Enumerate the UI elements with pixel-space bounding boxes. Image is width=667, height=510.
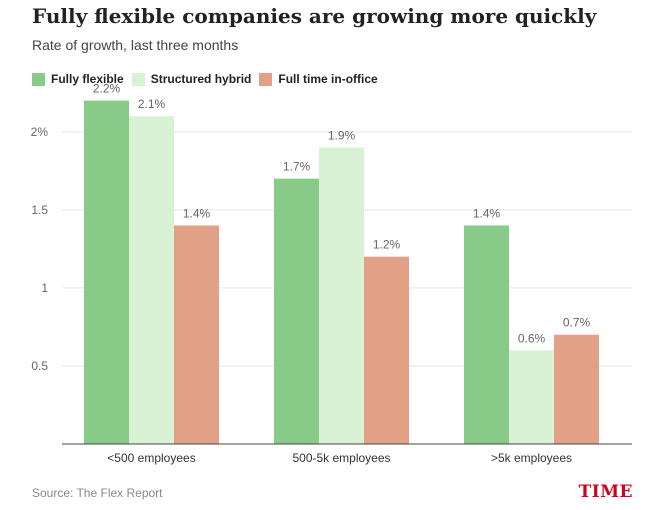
legend-swatch-fully-flexible [32,72,45,86]
data-label: 2.2% [93,82,121,96]
bar [129,116,174,444]
x-tick-label: <500 employees [107,451,195,465]
legend-swatch-full-time-in-office [259,72,273,86]
data-label: 1.7% [283,160,311,174]
source-note: Source: The Flex Report [32,486,163,500]
bar [174,225,219,444]
x-tick-label: >5k employees [491,451,572,465]
bar [509,350,554,444]
legend: Fully flexible Structured hybrid Full ti… [32,72,386,86]
bar [554,334,599,444]
legend-item-full-time-in-office: Full time in-office [259,72,378,86]
legend-swatch-structured-hybrid [131,72,145,86]
bar [319,147,364,444]
data-label: 0.6% [518,331,546,345]
bar [274,178,319,445]
bar [84,100,129,444]
y-tick-label: 1.5 [31,203,48,217]
legend-label-full-time-in-office: Full time in-office [278,72,378,86]
y-tick-label: 0.5 [31,359,48,373]
data-label: 1.4% [473,206,501,220]
chart-title: Fully flexible companies are growing mor… [32,4,597,28]
brand-logo: TIME [578,482,633,502]
legend-item-structured-hybrid: Structured hybrid [131,72,252,86]
legend-label-fully-flexible: Fully flexible [51,72,124,86]
bar-chart: 0.5 1 1.5 2% 2.2% 2.1% 1.4% <500 employees 1.7% 1… [31,82,632,465]
chart-subtitle: Rate of growth, last three months [32,37,239,53]
data-label: 2.1% [138,97,166,111]
data-label: 0.7% [563,316,591,330]
data-label: 1.4% [183,206,211,220]
data-label: 1.2% [373,238,401,252]
bar [364,256,409,444]
data-label: 1.9% [328,128,356,142]
y-tick-label: 2% [31,125,49,139]
legend-label-structured-hybrid: Structured hybrid [150,72,252,86]
bar [464,225,509,444]
x-tick-label: 500-5k employees [292,451,390,465]
y-tick-label: 1 [41,281,48,295]
legend-item-fully-flexible: Fully flexible [32,72,124,86]
